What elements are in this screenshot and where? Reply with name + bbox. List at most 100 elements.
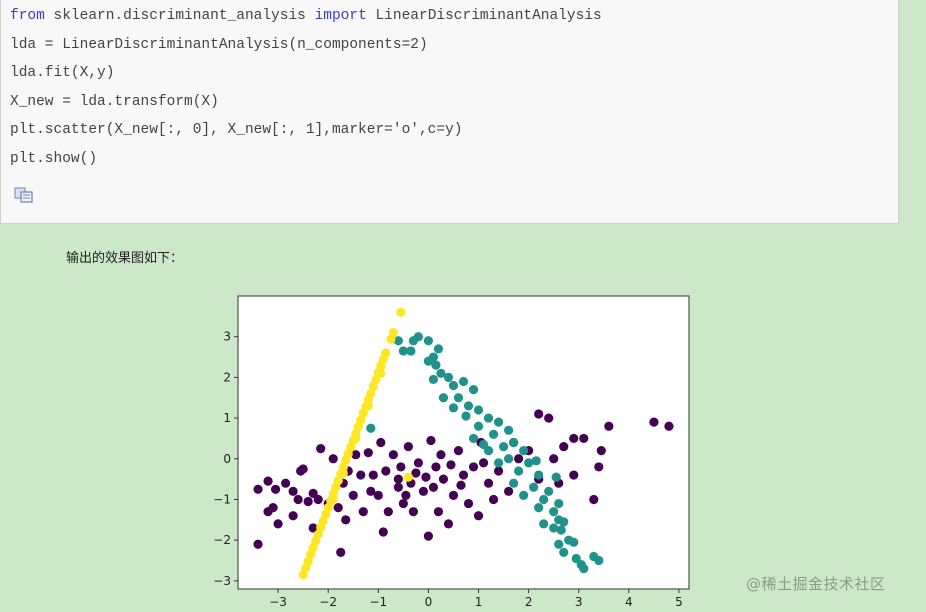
data-point xyxy=(343,449,353,459)
y-tick-label: −3 xyxy=(213,574,231,588)
data-point xyxy=(556,525,566,535)
data-point xyxy=(406,346,416,356)
data-point xyxy=(388,450,398,460)
data-point xyxy=(308,543,318,553)
y-tick-label: 1 xyxy=(223,411,231,425)
data-point xyxy=(268,503,278,513)
data-point xyxy=(569,433,579,444)
data-point xyxy=(534,409,544,419)
data-point xyxy=(376,368,386,378)
code-line: lda.fit(X,y) xyxy=(10,65,114,81)
code-text: X_new = lda.transform(X) xyxy=(10,93,219,110)
data-point xyxy=(473,405,484,415)
y-tick-label: −2 xyxy=(213,533,231,547)
data-point xyxy=(381,348,391,358)
data-point xyxy=(363,401,373,411)
data-point xyxy=(366,423,376,433)
data-point xyxy=(549,523,559,533)
data-point xyxy=(313,494,323,505)
x-tick-label: 5 xyxy=(675,595,683,609)
data-point xyxy=(604,421,614,431)
y-tick-label: 0 xyxy=(223,452,231,466)
data-point xyxy=(514,454,524,464)
data-point xyxy=(531,456,541,466)
data-point xyxy=(549,507,559,517)
data-point xyxy=(393,474,403,484)
data-point xyxy=(596,446,606,456)
data-point xyxy=(393,482,403,492)
x-tick-label: 0 xyxy=(425,595,433,609)
data-point xyxy=(539,519,549,529)
code-block: from sklearn.discriminant_analysis impor… xyxy=(0,0,899,224)
data-point xyxy=(549,454,559,464)
data-point xyxy=(569,537,579,547)
data-point xyxy=(323,503,333,513)
data-point xyxy=(504,454,514,464)
data-point xyxy=(579,433,589,444)
data-point xyxy=(498,441,509,452)
code-line: lda = LinearDiscriminantAnalysis(n_compo… xyxy=(10,37,428,53)
data-point xyxy=(579,564,589,574)
code-text: lda = LinearDiscriminantAnalysis(n_compo… xyxy=(10,36,428,53)
data-point xyxy=(478,439,489,450)
x-tick-label: −3 xyxy=(269,595,287,609)
data-point xyxy=(270,484,281,494)
data-point xyxy=(298,570,308,580)
data-point xyxy=(436,450,446,460)
data-point xyxy=(303,556,313,566)
data-point xyxy=(368,470,378,480)
data-point xyxy=(519,446,529,456)
data-point xyxy=(398,498,408,509)
x-tick-label: 2 xyxy=(525,595,533,609)
data-point xyxy=(288,486,298,496)
code-line: X_new = lda.transform(X) xyxy=(10,94,219,110)
data-point xyxy=(529,482,539,492)
data-point xyxy=(341,515,351,525)
data-point xyxy=(504,425,514,435)
data-point xyxy=(308,488,318,498)
data-point xyxy=(458,470,469,480)
code-text: lda.fit(X,y) xyxy=(10,65,115,81)
data-point xyxy=(333,476,343,486)
data-point xyxy=(468,433,479,444)
data-point xyxy=(493,417,504,427)
data-point xyxy=(253,539,263,549)
data-point xyxy=(504,486,514,496)
code-line: from sklearn.discriminant_analysis impor… xyxy=(10,8,602,24)
data-point xyxy=(534,470,544,480)
data-point xyxy=(483,413,494,423)
x-tick-label: 4 xyxy=(625,595,633,609)
data-point xyxy=(298,464,308,474)
data-point xyxy=(473,511,484,521)
data-point xyxy=(403,441,413,452)
data-point xyxy=(453,446,464,456)
data-point xyxy=(461,411,471,421)
data-point xyxy=(539,494,549,505)
data-point xyxy=(421,472,431,482)
data-point xyxy=(493,466,504,476)
data-point xyxy=(396,307,406,317)
data-point xyxy=(348,490,358,501)
data-point xyxy=(316,444,326,454)
data-point xyxy=(468,384,479,395)
scatter-chart: −3 −2 −1 0 1 2 3 4 5 −3 −2 −1 0 1 2 3 xyxy=(213,295,690,609)
data-point xyxy=(569,470,579,480)
data-point xyxy=(423,336,434,346)
data-point xyxy=(559,547,569,557)
data-point xyxy=(458,376,469,387)
data-point xyxy=(664,421,674,431)
data-point xyxy=(534,503,544,513)
copy-icon[interactable] xyxy=(14,187,34,203)
data-point xyxy=(448,403,459,413)
data-point xyxy=(468,462,479,472)
code-text: sklearn.discriminant_analysis xyxy=(44,8,315,24)
data-point xyxy=(473,421,484,431)
data-point xyxy=(443,519,454,529)
output-caption: 输出的效果图如下： xyxy=(66,251,184,266)
data-point xyxy=(263,476,273,486)
code-line: plt.scatter(X_new[:, 0], X_new[:, 1],mar… xyxy=(10,122,462,138)
data-point xyxy=(559,517,569,527)
x-tick-label: −1 xyxy=(369,595,387,609)
data-point xyxy=(524,458,534,468)
data-point xyxy=(411,468,421,478)
